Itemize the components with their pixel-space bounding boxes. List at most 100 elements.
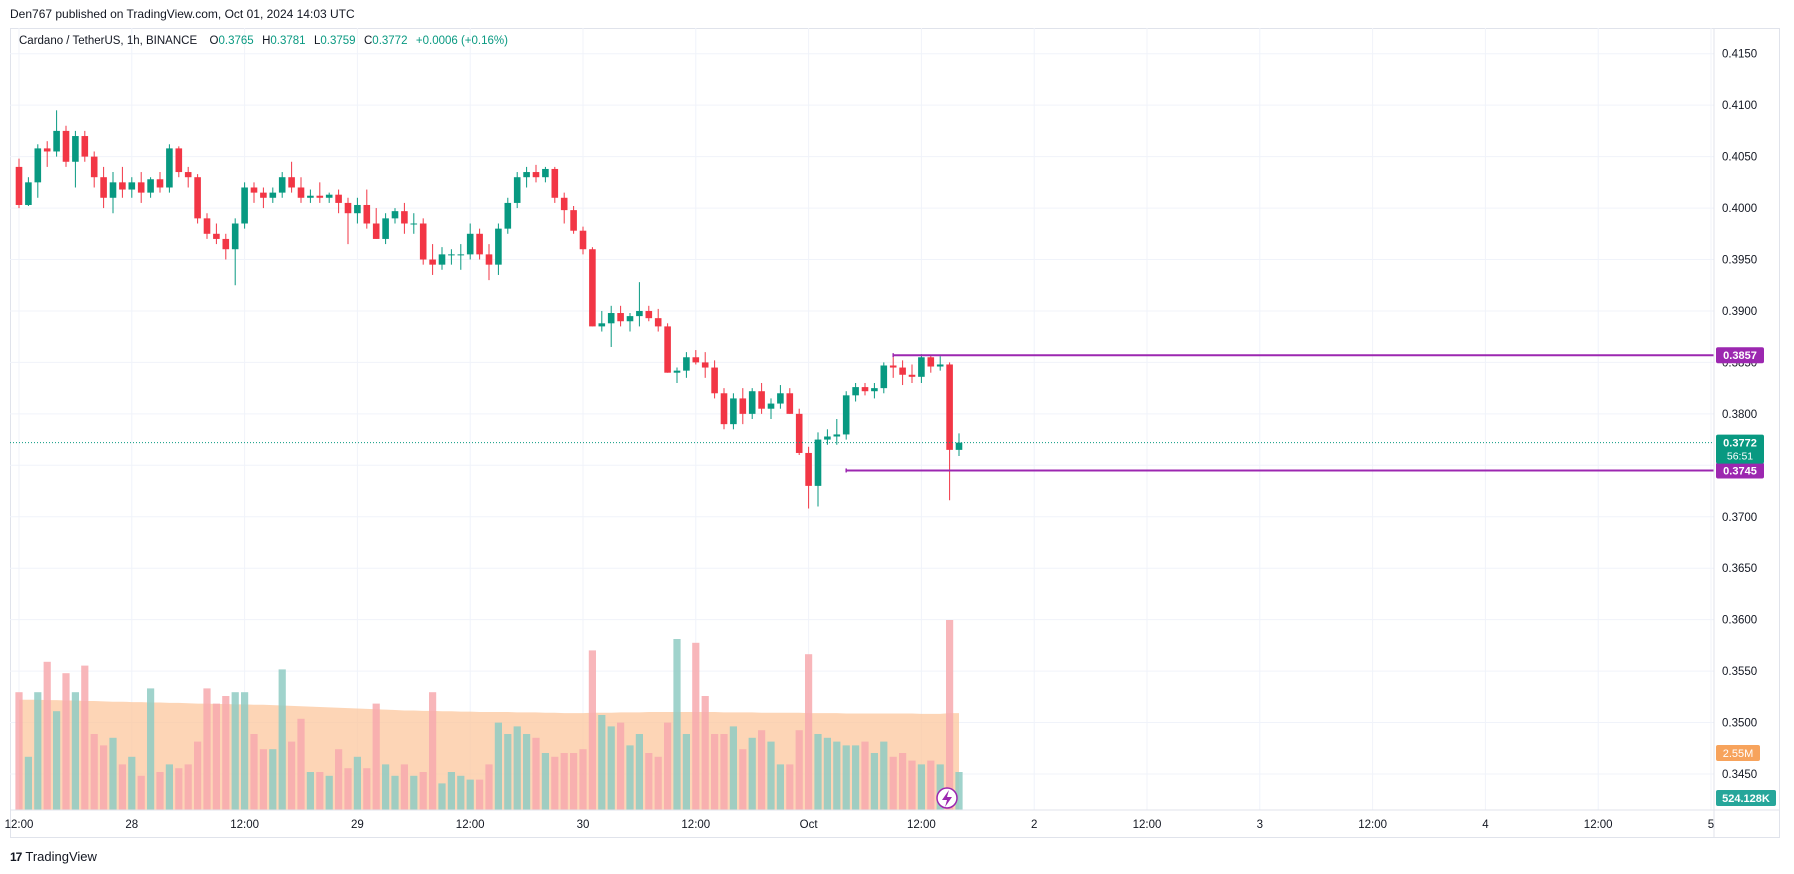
volume-bar — [391, 775, 399, 810]
candle-body — [410, 223, 418, 225]
candle-body — [288, 177, 295, 188]
candle-body — [53, 130, 60, 152]
volume-bar — [71, 692, 79, 810]
high-label: H — [262, 35, 271, 47]
volume-bar — [15, 692, 23, 810]
candle-body — [814, 439, 822, 486]
candle-body — [683, 357, 690, 371]
candle-body — [861, 387, 869, 392]
candle-body — [570, 210, 577, 231]
volume-bar — [889, 756, 897, 810]
volume-bar — [870, 753, 878, 810]
ohlc-legend: Cardano / TetherUS, 1h, BINANCE O0.3765 … — [19, 35, 508, 47]
volume-bar — [34, 692, 42, 810]
candle-body — [824, 436, 831, 440]
volume-bar — [175, 768, 183, 810]
candle-body — [833, 434, 841, 437]
volume-badge: 524.128K — [1722, 793, 1770, 805]
candle-body — [128, 182, 136, 190]
lightning-icon-bolt — [942, 790, 952, 807]
volume-bar — [184, 764, 192, 810]
candle-body — [542, 168, 549, 178]
chart-frame — [10, 28, 1780, 838]
candle-body — [354, 204, 361, 214]
time-tick-label: 12:00 — [907, 819, 936, 831]
volume-bar — [109, 737, 117, 810]
price-tick-label: 0.4050 — [1722, 152, 1757, 164]
candle-body — [466, 233, 474, 255]
volume-bar — [419, 772, 427, 810]
candle-body — [382, 218, 389, 239]
candle-body — [504, 202, 512, 229]
candle-body — [936, 364, 944, 367]
candle-body — [90, 156, 98, 178]
volume-bar — [429, 692, 437, 810]
candle-body — [119, 182, 126, 190]
candle-body — [250, 187, 258, 193]
volume-bar — [438, 783, 446, 810]
volume-bar — [344, 768, 352, 810]
level-badge-bg — [1716, 347, 1764, 364]
candle-body — [777, 393, 784, 404]
candle-body — [391, 211, 399, 219]
volume-bar — [90, 734, 98, 810]
time-tick-label: 4 — [1482, 819, 1489, 831]
candle-body — [664, 326, 671, 373]
volume-bar — [353, 756, 361, 810]
lightning-icon[interactable] — [936, 787, 958, 809]
volume-bar — [400, 764, 408, 810]
candle-body — [15, 166, 23, 205]
volume-bar — [335, 749, 343, 810]
candle-body — [805, 452, 812, 486]
volume-bar — [43, 661, 51, 810]
volume-bar — [579, 749, 587, 810]
candle-body — [363, 204, 371, 224]
volume-bar — [588, 650, 596, 810]
volume-bar — [100, 745, 108, 810]
candle-body — [918, 357, 925, 377]
volume-bar — [504, 734, 512, 810]
time-tick-label: 12:00 — [1584, 819, 1613, 831]
volume-bar — [814, 734, 822, 810]
candle-body — [222, 238, 230, 250]
volume-bar — [786, 764, 794, 810]
candle-body — [551, 168, 559, 198]
volume-bar — [165, 764, 173, 810]
volume-bar — [81, 665, 89, 810]
candle-body — [109, 182, 117, 198]
volume-bar — [899, 753, 907, 810]
volume-bar — [372, 703, 380, 810]
level-badge: 0.3745 — [1723, 465, 1757, 477]
volume-bar — [917, 764, 925, 810]
volume-bar — [53, 711, 61, 810]
volume-bar — [476, 779, 484, 810]
candle-body — [147, 179, 154, 193]
candle-body — [842, 395, 850, 435]
volume-bar — [626, 745, 634, 810]
volume-bar — [278, 669, 286, 810]
volume-bar — [62, 673, 70, 810]
tradingview-footer[interactable]: 17 TradingView — [10, 849, 97, 864]
candle-body — [730, 398, 737, 425]
symbol-label[interactable]: Cardano / TetherUS, 1h, BINANCE — [19, 35, 198, 47]
volume-bar — [701, 696, 709, 810]
volume-bar — [231, 692, 239, 810]
published-line: Den767 published on TradingView.com, Oct… — [10, 7, 355, 21]
volume-bar — [447, 772, 455, 810]
candle-body — [852, 387, 859, 396]
candle-body — [457, 254, 465, 256]
candle-body — [100, 177, 107, 198]
candle-body — [560, 197, 568, 211]
time-tick-label: Oct — [800, 819, 819, 831]
volume-bar — [316, 772, 324, 810]
volume-bar — [795, 730, 803, 810]
volume-bar — [842, 745, 850, 810]
volume-bar — [927, 760, 935, 810]
candle-body — [654, 318, 662, 327]
price-tick-label: 0.3600 — [1722, 615, 1757, 627]
volume-bar — [776, 764, 784, 810]
price-axis: 0.4150 0.4100 0.4050 0.4000 0.3950 0.3900 0.38… — [1722, 49, 1757, 781]
volume-bar — [664, 722, 672, 810]
candle-body — [589, 249, 596, 327]
